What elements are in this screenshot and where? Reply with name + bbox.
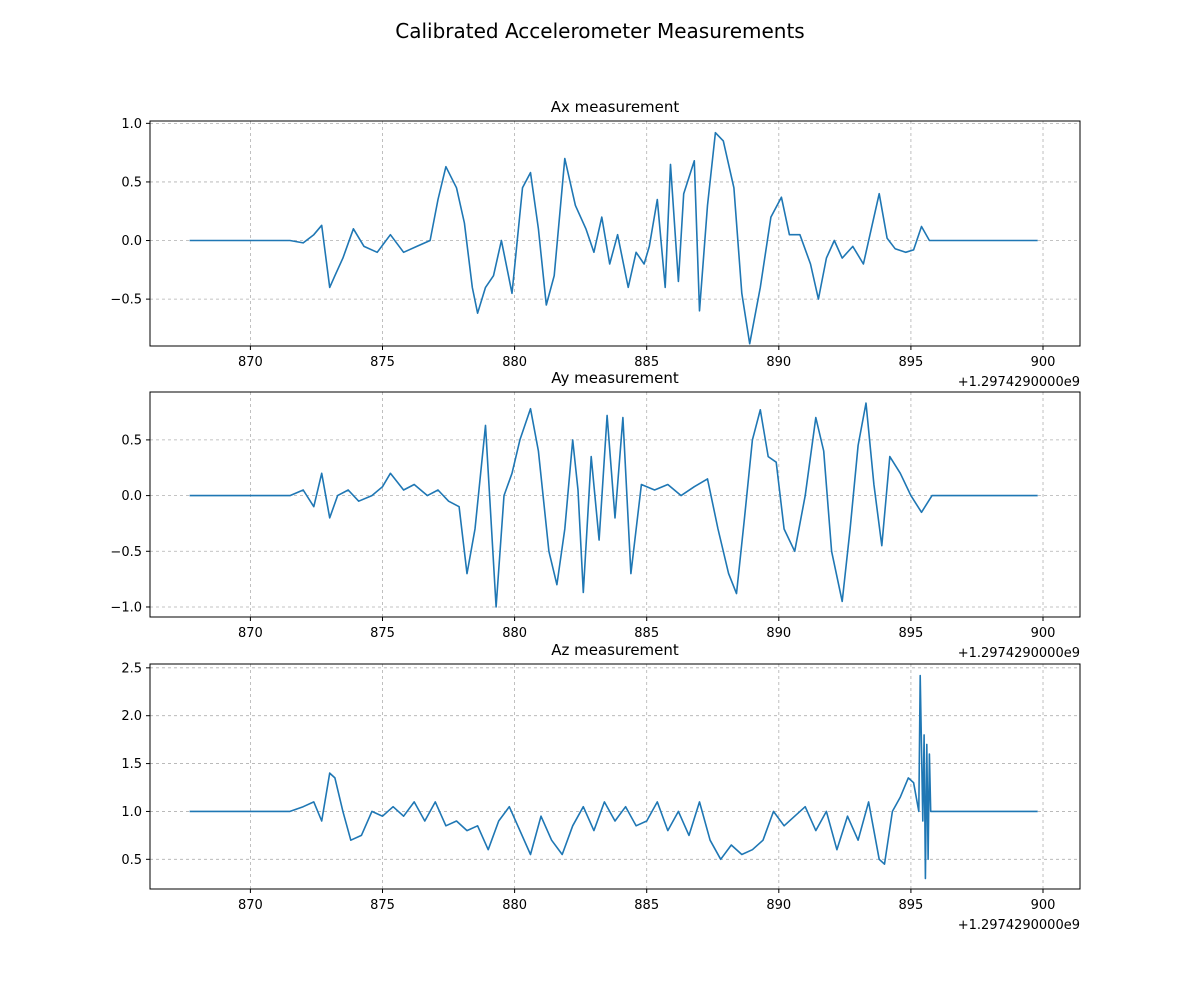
x-offset-label: +1.2974290000e9 (958, 375, 1080, 390)
x-tick-label: 900 (1031, 626, 1056, 641)
x-tick-label: 870 (238, 626, 263, 641)
y-tick-label: −0.5 (110, 545, 142, 560)
x-tick-label: 880 (502, 626, 527, 641)
x-tick-label: 895 (898, 626, 923, 641)
y-tick-label: 1.0 (121, 117, 142, 132)
y-tick-label: 0.0 (121, 489, 142, 504)
y-tick-label: 0.5 (121, 853, 142, 868)
x-tick-label: 875 (370, 626, 395, 641)
axes-frame (149, 391, 1081, 618)
subplot-title: Az measurement (551, 641, 679, 659)
subplot-1: Ax measurement 870 875 880 885 890 895 900 −0.5 0… (110, 98, 1081, 390)
y-tick-label: 1.0 (121, 805, 142, 820)
series-line (189, 131, 1038, 345)
x-tick-label: 880 (502, 898, 527, 913)
y-tick-label: −0.5 (110, 293, 142, 308)
x-tick-label: 875 (370, 898, 395, 913)
subplot-title: Ax measurement (551, 98, 680, 116)
x-tick-label: 885 (634, 898, 659, 913)
x-tick-label: 890 (766, 626, 791, 641)
x-tick-label: 875 (370, 355, 395, 370)
y-tick-label: 2.0 (121, 709, 142, 724)
x-tick-label: 900 (1031, 355, 1056, 370)
y-tick-label: −1.0 (110, 600, 142, 615)
y-tick-label: 0.5 (121, 175, 142, 190)
series-line (189, 402, 1038, 608)
x-tick-label: 885 (634, 626, 659, 641)
figure-title: Calibrated Accelerometer Measurements (395, 19, 804, 43)
subplot-2: Ay measurement 870 875 880 885 890 895 900 −1.0 −… (110, 369, 1081, 661)
x-tick-label: 890 (766, 898, 791, 913)
x-tick-label: 895 (898, 355, 923, 370)
x-tick-label: 870 (238, 355, 263, 370)
y-tick-label: 0.5 (121, 433, 142, 448)
x-tick-label: 870 (238, 898, 263, 913)
subplot-3: Az measurement 870 875 880 885 890 895 900 0.5 1.… (121, 641, 1081, 933)
x-offset-label: +1.2974290000e9 (958, 646, 1080, 661)
y-tick-label: 1.5 (121, 757, 142, 772)
x-tick-label: 890 (766, 355, 791, 370)
subplot-title: Ay measurement (551, 369, 679, 387)
series-line (189, 674, 1038, 880)
x-tick-label: 900 (1031, 898, 1056, 913)
x-tick-label: 885 (634, 355, 659, 370)
axes-frame (149, 663, 1081, 890)
y-tick-label: 0.0 (121, 234, 142, 249)
y-tick-label: 2.5 (121, 661, 142, 676)
axes-frame (149, 120, 1081, 347)
x-offset-label: +1.2974290000e9 (958, 918, 1080, 933)
subplots: Ax measurement 870 875 880 885 890 895 900 −0.5 0… (110, 98, 1081, 933)
x-tick-label: 880 (502, 355, 527, 370)
x-tick-label: 895 (898, 898, 923, 913)
